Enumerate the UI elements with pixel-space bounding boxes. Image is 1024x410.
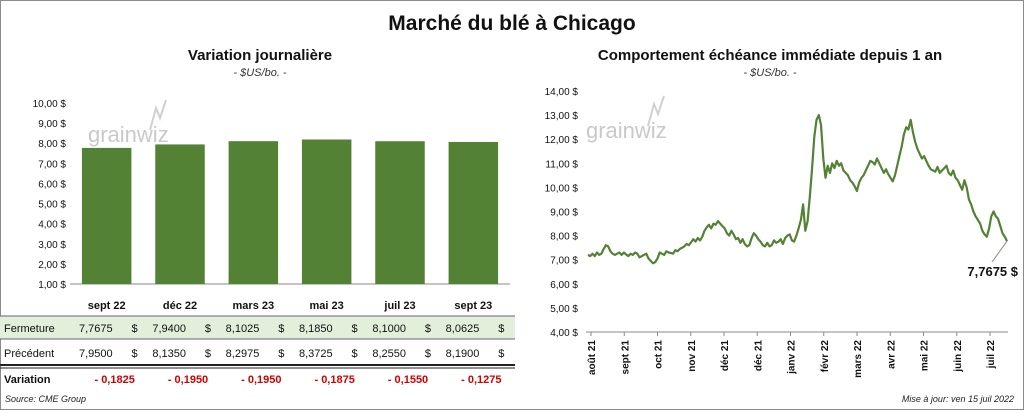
bar-category-label: déc 22: [163, 300, 197, 312]
line-y-tick-label: 5,00 $: [550, 304, 578, 315]
line-y-tick-label: 4,00 $: [550, 328, 578, 339]
table-cell-value: 8,1850: [299, 323, 333, 335]
table-cell-value: 8,1025: [226, 323, 260, 335]
table-cell-value: 7,9400: [152, 323, 186, 335]
table-cell-currency: $: [205, 323, 211, 335]
bar-y-tick-label: 3,00 $: [38, 240, 66, 251]
bar-mars-23: [228, 141, 279, 284]
table-cell-value: 8,1900: [446, 348, 480, 360]
table-row-label: Fermeture: [4, 323, 55, 335]
source-note: Source: CME Group: [5, 394, 87, 404]
bar-y-tick-label: 2,00 $: [38, 260, 66, 271]
bar-category-label: sept 22: [88, 300, 126, 312]
line-x-tick-label: déc 21: [720, 340, 731, 372]
line-x-tick-label: sept 21: [620, 340, 631, 375]
line-x-tick-label: oct 21: [654, 340, 665, 369]
table-cell-value: 8,3725: [299, 348, 333, 360]
bar-sept-22: [81, 147, 132, 284]
table-cell-currency: $: [425, 323, 431, 335]
table-cell-variation: - 0,1550: [388, 374, 428, 386]
bar-y-tick-label: 4,00 $: [38, 220, 66, 231]
price-series-line: [587, 113, 1008, 265]
line-chart-title: Comportement échéance immédiate depuis 1…: [597, 47, 943, 64]
table-row-label: Variation: [4, 374, 51, 386]
watermark-right: grainwiz: [586, 118, 667, 143]
bar-juil-23: [375, 141, 425, 284]
table-cell-variation: - 0,1825: [94, 374, 134, 386]
table-cell-value: 7,9500: [79, 348, 113, 360]
bar-mai-23: [301, 139, 352, 284]
last-value-label: 7,7675 $: [967, 264, 1018, 279]
table-cell-currency: $: [498, 323, 504, 335]
bar-y-tick-label: 9,00 $: [38, 119, 66, 130]
table-cell-currency: $: [132, 348, 138, 360]
table-cell-value: 8,2975: [226, 348, 260, 360]
table-cell-variation: - 0,1950: [168, 374, 208, 386]
line-x-tick-label: avr 22: [886, 340, 897, 369]
table-cell-value: 7,7675: [79, 323, 113, 335]
watermark-right-mark: [647, 95, 665, 127]
line-x-tick-label: juil 22: [986, 340, 997, 370]
table-cell-value: 8,1000: [372, 323, 406, 335]
bar-sept-23: [448, 141, 499, 284]
table-row-fermeture-bg: [0, 316, 515, 339]
table-cell-variation: - 0,1275: [461, 374, 501, 386]
table-cell-value: 8,1350: [152, 348, 186, 360]
bar-y-tick-label: 10,00 $: [33, 99, 67, 110]
bar-y-tick-label: 8,00 $: [38, 139, 66, 150]
table-cell-currency: $: [205, 348, 211, 360]
update-note: Mise à jour: ven 15 juil 2022: [901, 394, 1014, 404]
bar-y-tick-label: 5,00 $: [38, 200, 66, 211]
line-y-tick-label: 11,00 $: [545, 159, 578, 170]
table-cell-currency: $: [278, 348, 284, 360]
bar-category-label: mars 23: [233, 300, 275, 312]
line-x-tick-label: mai 22: [920, 340, 931, 372]
line-y-tick-label: 9,00 $: [550, 208, 578, 219]
line-y-tick-label: 8,00 $: [550, 232, 578, 243]
table-cell-variation: - 0,1875: [314, 374, 354, 386]
line-y-tick-label: 14,00 $: [545, 87, 579, 98]
table-cell-currency: $: [425, 348, 431, 360]
line-chart-subtitle: - $US/bo. -: [743, 67, 797, 79]
bar-category-label: mai 23: [310, 300, 344, 312]
bar-déc-22: [155, 144, 205, 284]
table-cell-currency: $: [132, 323, 138, 335]
line-y-tick-label: 10,00 $: [545, 183, 579, 194]
line-x-tick-label: janv 22: [787, 340, 798, 375]
line-x-tick-label: nov 21: [687, 340, 698, 372]
table-cell-currency: $: [498, 348, 504, 360]
table-cell-variation: - 0,1950: [241, 374, 281, 386]
bar-y-tick-label: 1,00 $: [38, 280, 66, 291]
bar-y-tick-label: 7,00 $: [38, 159, 66, 170]
bar-category-label: sept 23: [454, 300, 492, 312]
table-cell-value: 8,2550: [372, 348, 406, 360]
watermark-left: grainwiz: [88, 122, 169, 147]
bar-chart-subtitle: - $US/bo. -: [233, 67, 287, 79]
line-x-tick-label: févr 22: [820, 340, 831, 373]
bar-category-label: juil 23: [383, 300, 415, 312]
table-cell-currency: $: [352, 323, 358, 335]
line-x-tick-label: juin 22: [953, 340, 964, 373]
main-title: Marché du blé à Chicago: [388, 12, 636, 35]
line-y-tick-label: 12,00 $: [545, 135, 579, 146]
line-x-tick-label: mars 22: [853, 340, 864, 378]
line-x-tick-label: août 21: [587, 340, 598, 375]
watermark-left-mark: [149, 99, 167, 131]
table-row-label: Précédent: [4, 348, 54, 360]
table-cell-value: 8,0625: [446, 323, 480, 335]
table-cell-currency: $: [278, 323, 284, 335]
line-y-tick-label: 6,00 $: [550, 280, 578, 291]
bar-y-tick-label: 6,00 $: [38, 179, 66, 190]
line-y-tick-label: 7,00 $: [550, 256, 578, 267]
line-y-tick-label: 13,00 $: [545, 111, 579, 122]
last-value-leader: [991, 240, 1008, 263]
bar-chart-title: Variation journalière: [187, 47, 333, 64]
line-x-tick-label: déc 21: [753, 340, 764, 372]
table-cell-currency: $: [352, 348, 358, 360]
